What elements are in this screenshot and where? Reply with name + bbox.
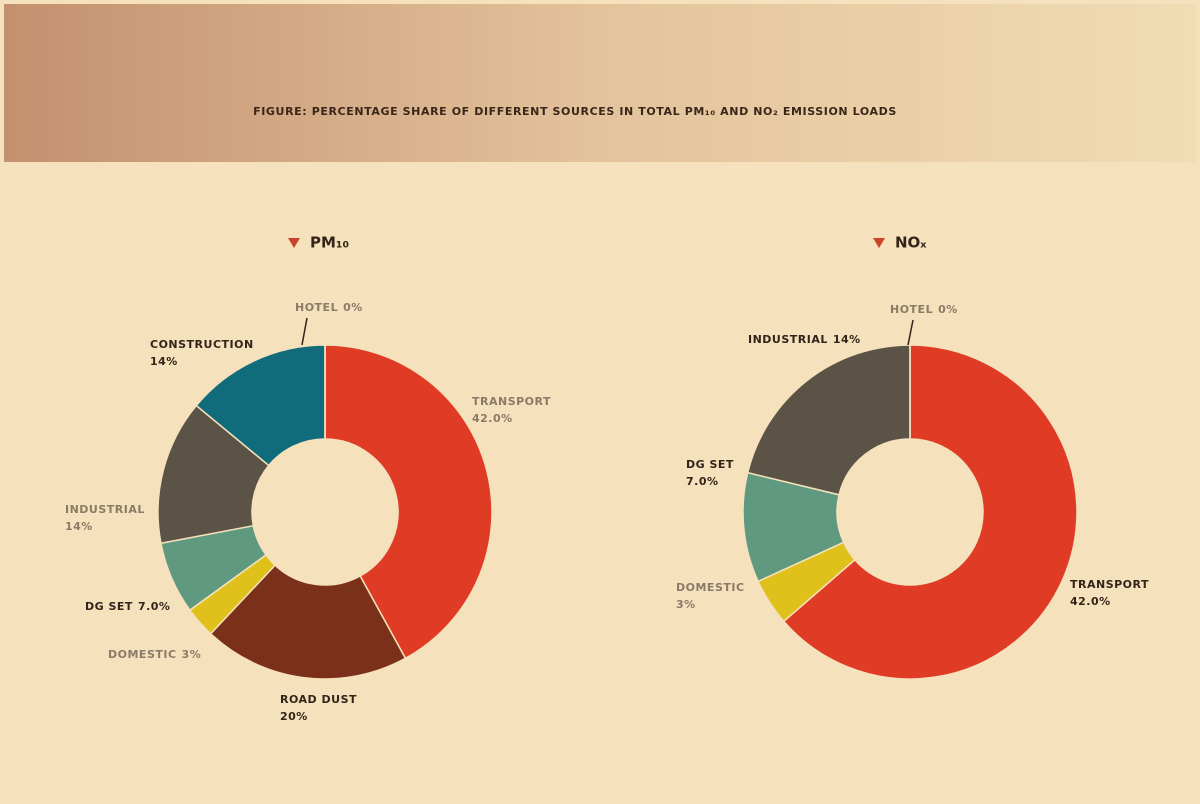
slice-category: DOMESTIC: [108, 648, 177, 661]
slice-label: HOTEL 0%: [295, 301, 363, 314]
slice-label: INDUSTRIAL 14%: [748, 333, 861, 346]
slice-label: DOMESTIC 3%: [108, 648, 201, 661]
slice-label: HOTEL 0%: [890, 303, 958, 316]
title-marker: [873, 238, 885, 248]
pie-slice: [209, 564, 407, 680]
slice-category: DG SET: [85, 600, 133, 613]
figure-title: FIGURE: PERCENTAGE SHARE OF DIFFERENT SO…: [253, 105, 897, 118]
pie-slice: [782, 344, 1078, 680]
slice-value: 0%: [343, 301, 363, 314]
slice-value: 3%: [676, 598, 696, 611]
slice-label: DOMESTIC 3%: [676, 581, 745, 611]
chart-title: NOₓ: [895, 234, 927, 252]
slice-value: 42.0%: [472, 412, 513, 425]
slice-category: HOTEL: [890, 303, 933, 316]
slice-label: TRANSPORT 42.0%: [472, 395, 551, 425]
slice-value: 7.0%: [686, 475, 719, 488]
title-marker: [288, 238, 300, 248]
slice-value: 14%: [150, 355, 178, 368]
leader-line: [301, 317, 308, 346]
slice-category: DG SET: [686, 458, 734, 471]
slice-category: INDUSTRIAL: [65, 503, 145, 516]
slice-value: 20%: [280, 710, 308, 723]
slice-category: ROAD DUST: [280, 693, 357, 706]
chart-title: PM₁₀: [310, 234, 349, 252]
slice-value: 14%: [833, 333, 861, 346]
slice-label: ROAD DUST 20%: [280, 693, 357, 723]
slice-label: TRANSPORT 42.0%: [1070, 578, 1149, 608]
slice-value: 42.0%: [1070, 595, 1111, 608]
slice-category: INDUSTRIAL: [748, 333, 828, 346]
slice-value: 14%: [65, 520, 93, 533]
slice-category: HOTEL: [295, 301, 338, 314]
slice-value: 0%: [938, 303, 958, 316]
slice-value: 3%: [182, 648, 202, 661]
slice-category: DOMESTIC: [676, 581, 745, 594]
pie-slice: [746, 344, 911, 496]
slice-label: CONSTRUCTION 14%: [150, 338, 254, 368]
slice-category: TRANSPORT: [1070, 578, 1149, 591]
pie-slice: [324, 344, 493, 660]
leader-line: [907, 319, 914, 346]
slice-value: 7.0%: [138, 600, 171, 613]
slice-label: DG SET 7.0%: [686, 458, 734, 488]
header-band: [4, 4, 1196, 162]
slice-label: INDUSTRIAL 14%: [65, 503, 145, 533]
slice-label: DG SET 7.0%: [85, 600, 170, 613]
slice-category: CONSTRUCTION: [150, 338, 254, 351]
slice-category: TRANSPORT: [472, 395, 551, 408]
